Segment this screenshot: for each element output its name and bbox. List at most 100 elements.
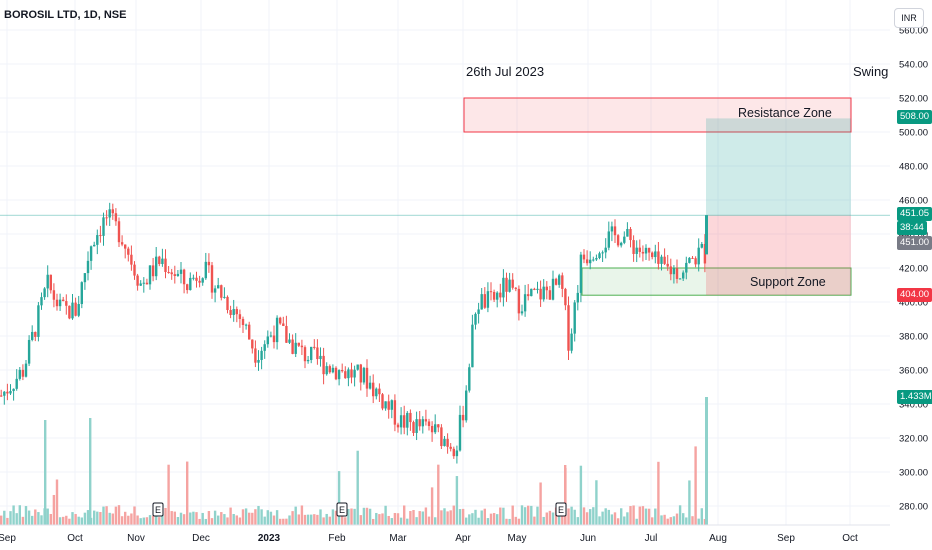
volume-bar [669,517,672,525]
time-axis[interactable]: Sep Oct Nov Dec 2023 Feb Mar Apr May Jun Jul Aug Sep… [0,502,890,544]
volume-bar [356,450,359,525]
candle-body [471,324,474,368]
volume-bar [77,516,80,525]
candle-body [15,378,18,389]
stop-price-badge: 404.00 [897,288,932,302]
volume-bar [266,510,269,525]
candle-body [37,305,40,337]
candle-body [337,370,341,380]
candle-body [334,367,338,380]
volume-bar [325,513,328,525]
volume-bar [632,505,635,525]
candle-body [567,305,570,351]
earnings-marker-label: E [558,505,564,515]
volume-bar [248,512,251,525]
candle-body [406,412,409,428]
candle-body [604,247,607,253]
candle-body [688,257,691,263]
volume-bar [96,511,99,525]
volume-bar [499,507,502,525]
candle-body [275,317,279,343]
x-tick-label: Feb [328,533,346,544]
volume-bar [232,513,235,525]
volume-bar [319,509,322,525]
y-tick-label: 340.00 [899,400,928,411]
volume-bar [458,509,462,525]
volume-bar [313,514,316,525]
candle-body [210,265,214,293]
volume-bar [114,506,118,525]
candle-body [176,273,180,276]
candle-body [421,419,424,427]
candle-body [440,427,443,447]
volume-bar [440,510,443,525]
candle-body [430,426,434,433]
candle-body [654,251,657,258]
volume-bar [424,507,428,525]
volume-bar [192,511,195,525]
candle-body [232,309,235,315]
candle-body [579,254,583,293]
volume-bar [158,517,161,525]
volume-bar [93,510,96,525]
volume-bar [403,505,406,525]
volume-spike [44,420,47,525]
volume-bar [434,517,437,525]
candle-body [545,286,548,291]
x-tick-label: Apr [455,533,471,544]
candle-body [700,243,703,248]
volume-bar [694,446,697,525]
price-axis[interactable]: 280.00 300.00 320.00 340.00 360.00 380.00 400.… [899,26,928,513]
volume-bar [539,482,542,525]
volume-bar [511,505,514,525]
earnings-marker [152,502,164,517]
volume-bar [173,511,176,525]
volume-bar [86,510,90,525]
x-tick-label: 2023 [258,533,281,544]
profit-area [706,118,851,216]
x-tick-label: Mar [389,533,407,544]
candle-body [601,252,604,254]
candle-body [393,400,397,425]
volume-bar [390,518,393,525]
candle-body [626,228,629,237]
candle-body [248,324,251,340]
candle-body [235,309,238,315]
loss-area [706,215,851,296]
volume-bar [576,517,579,525]
volume-bar [37,512,40,525]
candle-body [477,309,480,314]
volume-bar [486,518,490,525]
candle-body [77,304,80,316]
candle-body [65,301,68,306]
candle-body [573,302,576,334]
candle-body [651,252,654,258]
candle-body [68,305,71,319]
volume-bar [62,516,65,525]
y-tick-label: 380.00 [899,332,928,343]
volume-bar [58,517,62,525]
currency-button[interactable]: INR [894,8,924,28]
volume-bar [508,518,511,525]
candle-body [399,415,403,428]
volume-bar [678,505,682,525]
candle-body [452,448,455,457]
volume-bar [654,508,657,525]
zones-layer [0,97,890,296]
y-tick-label: 460.00 [899,196,928,207]
volume-bar [161,514,164,525]
candle-body [384,401,387,409]
volume-bar [520,505,524,525]
volume-bar [80,517,83,525]
candle-body [207,261,211,266]
volume-bar [176,517,180,525]
volume-bar [310,514,313,525]
candle-body [0,395,3,397]
volume-bar [406,518,409,525]
candle-body [260,350,263,360]
volume-bars [0,397,708,525]
volume-bar [359,515,362,525]
candle-body [24,363,28,377]
candle-body [52,290,56,300]
